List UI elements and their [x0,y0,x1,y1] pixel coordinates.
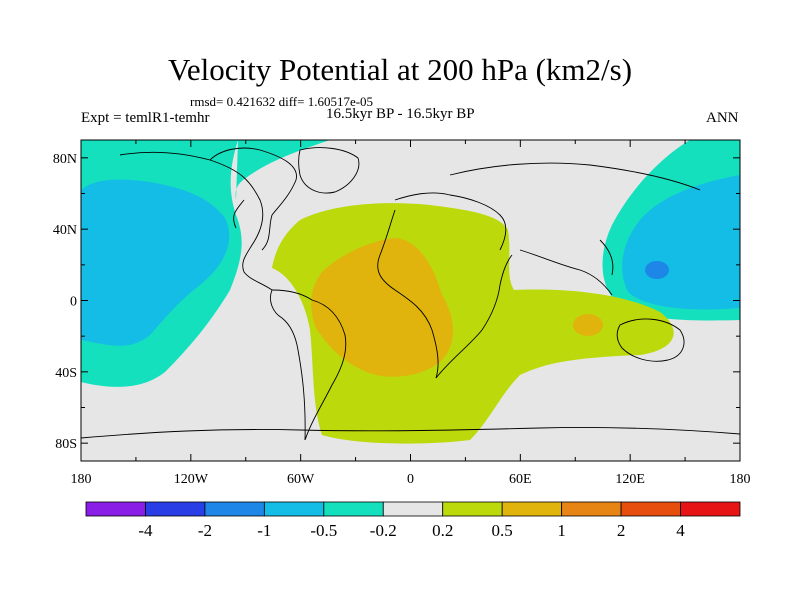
colorbar-swatch [620,501,681,517]
colorbar-swatch [263,501,325,517]
y-tick-label: 0 [70,295,77,310]
negative-anomaly-east-peak [645,261,669,279]
colorbar-swatch [501,501,563,517]
colorbar-label: -0.5 [310,521,337,540]
positive-anomaly-indian-ocean [573,314,603,336]
colorbar-swatch [85,501,146,517]
x-tick-label: 120E [615,472,645,487]
colorbar-label: 0.2 [432,521,453,540]
season-label: ANN [706,110,739,126]
colorbar-labels: -4 -2 -1 -0.5 -0.2 0.2 0.5 1 2 4 [138,521,685,540]
x-tick-label: 180 [71,472,92,487]
colorbar-label: -1 [257,521,271,540]
colorbar-swatch [145,501,206,517]
colorbar-label: 4 [676,521,685,540]
coastlines [81,147,740,441]
x-tick-label: 60W [287,472,315,487]
x-tick-label: 120W [174,472,209,487]
period-label: 16.5kyr BP - 16.5kyr BP [326,106,475,122]
colorbar-label: 1 [557,521,566,540]
y-tick-label: 40S [55,366,77,381]
stats-text: rmsd= 0.421632 diff= 1.60517e-05 [190,94,374,109]
chart-title: Velocity Potential at 200 hPa (km2/s) [167,52,633,87]
colorbar-swatch [561,501,622,517]
negative-anomaly-west-core [81,179,230,346]
x-tick-label: 0 [407,472,414,487]
y-tick-label: 80S [55,437,77,452]
colorbar-swatch [680,501,741,517]
x-axis-labels: 180 120W 60W 0 60E 120E 180 [71,472,751,487]
colorbar-swatch [323,501,384,517]
y-tick-label: 80N [53,152,77,167]
colorbar-swatch [382,501,444,517]
colorbar [85,501,741,517]
colorbar-swatch [442,501,503,517]
colorbar-label: -0.2 [370,521,397,540]
colorbar-label: -2 [198,521,212,540]
x-tick-label: 60E [509,472,532,487]
y-axis-labels: 80N 40N 0 40S 80S [53,152,77,452]
colorbar-label: 0.5 [492,521,513,540]
positive-anomaly-core [311,238,453,377]
experiment-label: Expt = temlR1-temhr [81,110,210,126]
colorbar-label: 2 [617,521,626,540]
colorbar-swatch [204,501,265,517]
x-tick-label: 180 [730,472,751,487]
colorbar-label: -4 [138,521,153,540]
axis-ticks [80,140,741,461]
y-tick-label: 40N [53,223,77,238]
contour-fields [81,140,740,461]
negative-anomaly-arctic [235,140,330,200]
